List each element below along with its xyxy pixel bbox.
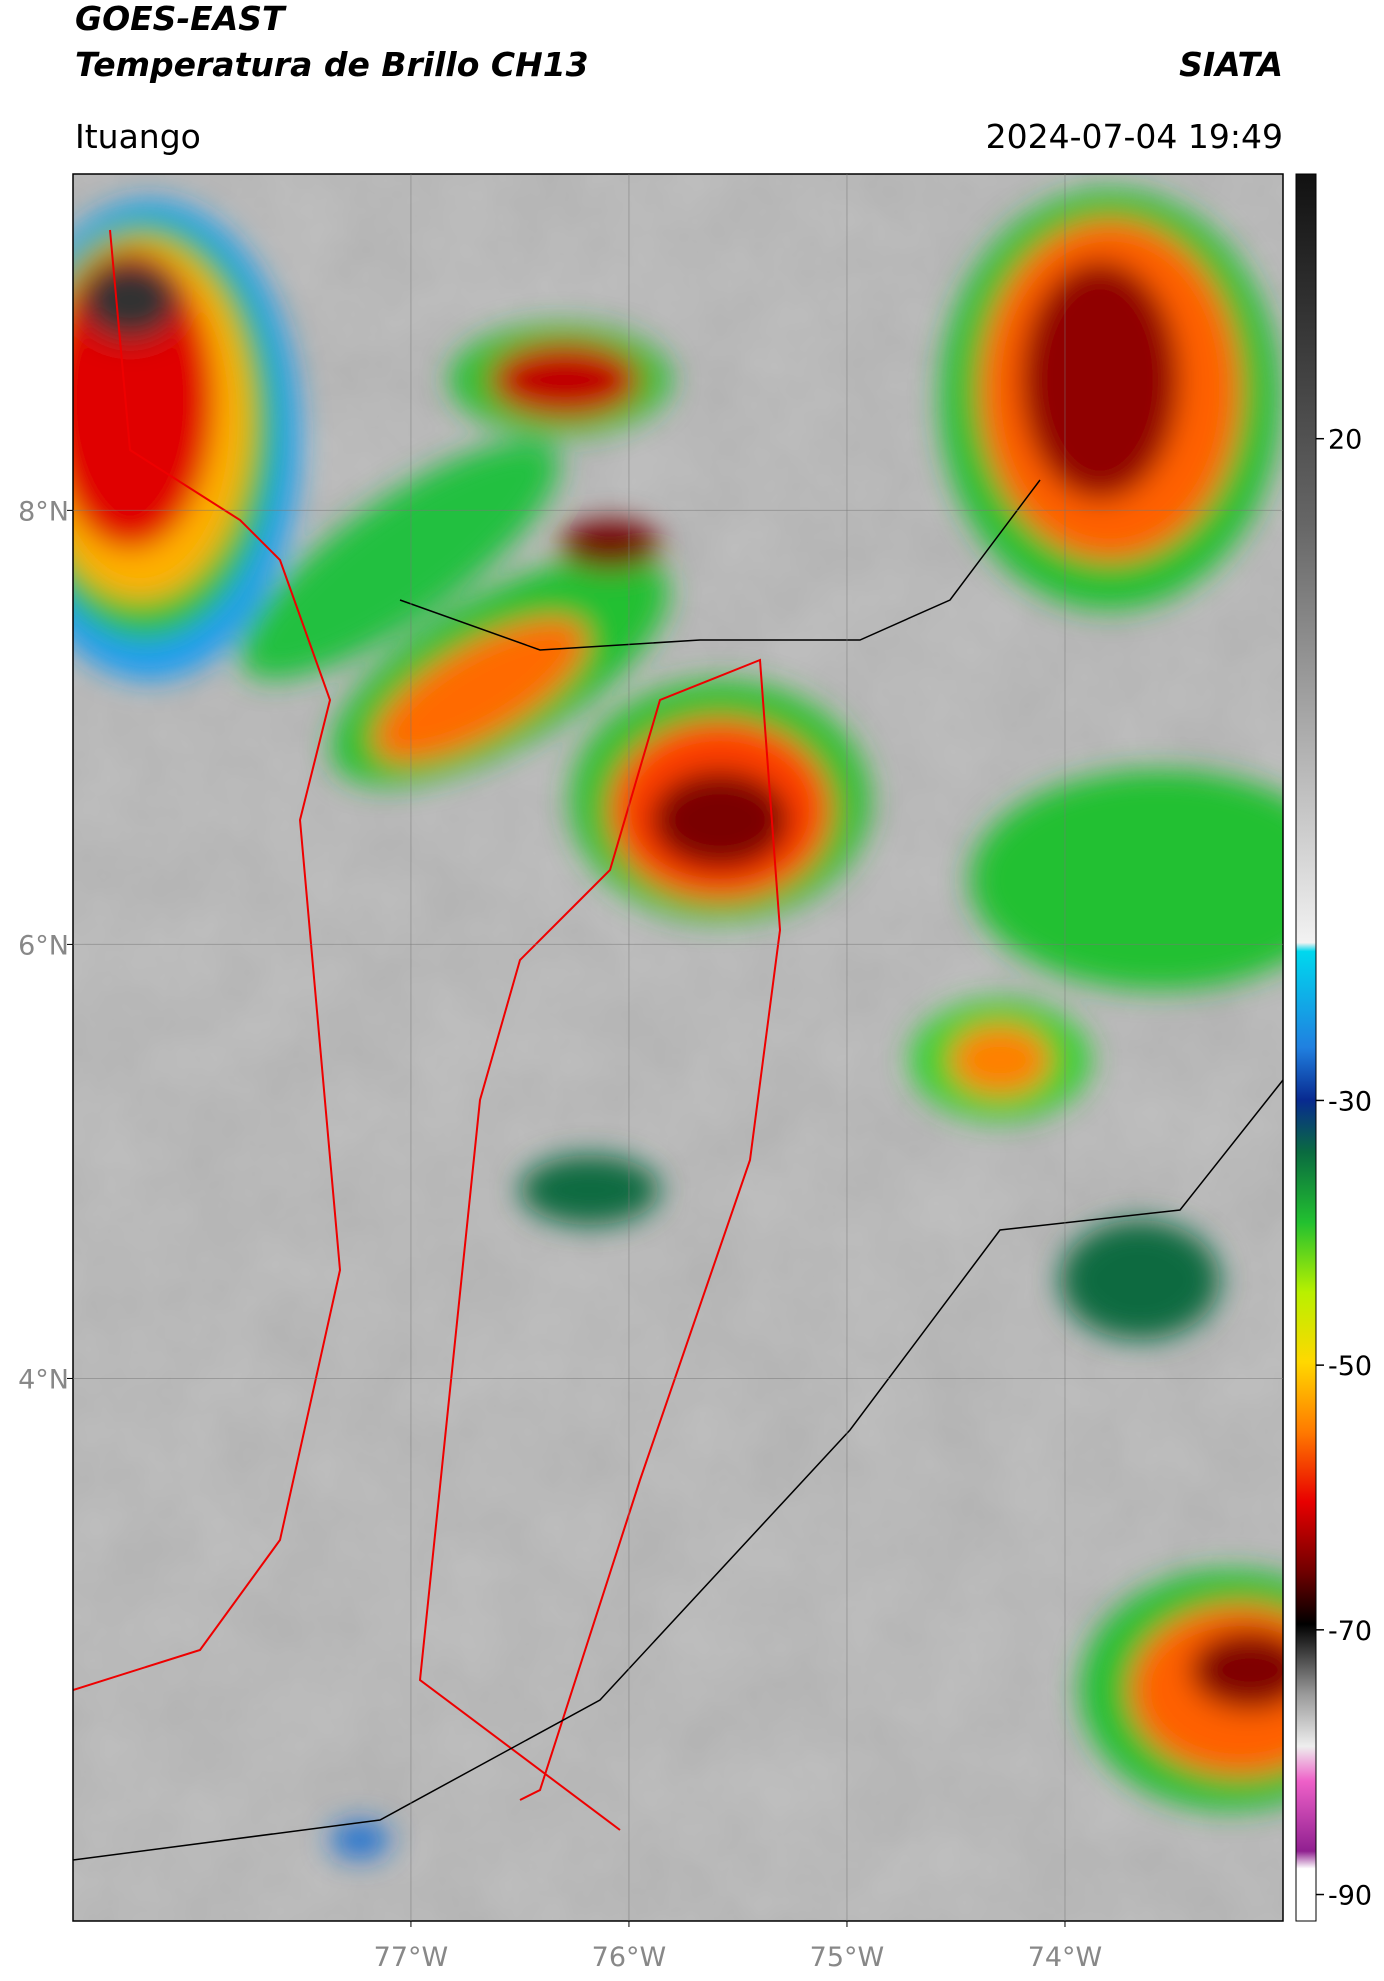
colorbar-tick-label: -90 (1328, 1881, 1372, 1912)
title: GOES-EAST (75, 0, 287, 38)
colorbar-tick-label: -70 (1328, 1616, 1372, 1647)
source: SIATA (1179, 45, 1283, 84)
colorbar-tick-label: 20 (1328, 425, 1362, 456)
colorbar-tick-label: -50 (1328, 1351, 1372, 1382)
colorbar-tick-label: -30 (1328, 1086, 1372, 1117)
x-tick-label: 76°W (592, 1942, 667, 1973)
satellite-image (73, 174, 1283, 1921)
x-tick-label: 74°W (1028, 1942, 1103, 1973)
map-frame (72, 173, 1284, 1922)
y-tick-label: 6°N (18, 930, 69, 961)
datetime: 2024-07-04 19:49 (986, 117, 1283, 156)
colorbar (1295, 173, 1317, 1922)
y-tick-label: 8°N (18, 496, 69, 527)
x-tick-label: 77°W (374, 1942, 449, 1973)
y-tick-label: 4°N (18, 1364, 69, 1395)
x-tick-label: 75°W (810, 1942, 885, 1973)
location: Ituango (75, 117, 201, 156)
subtitle: Temperatura de Brillo CH13 (75, 45, 589, 84)
